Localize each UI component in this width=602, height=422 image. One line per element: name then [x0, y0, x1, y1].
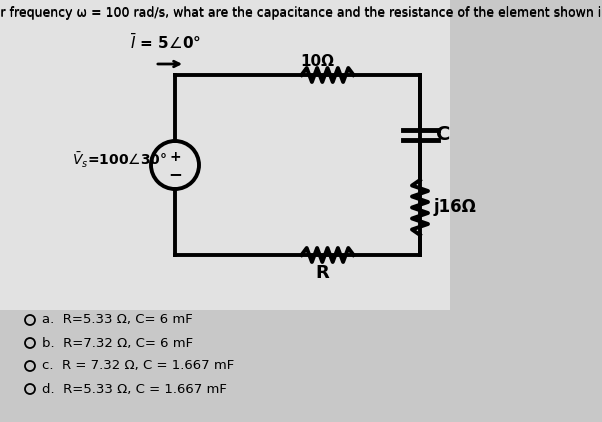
Text: c.  R = 7.32 Ω, C = 1.667 mF: c. R = 7.32 Ω, C = 1.667 mF	[42, 360, 234, 373]
Bar	[0, 0, 450, 310]
Text: $\bar{I}$ = 5$\angle$0°: $\bar{I}$ = 5$\angle$0°	[130, 33, 201, 52]
Text: j16Ω: j16Ω	[434, 198, 477, 216]
Text: −: −	[168, 165, 182, 183]
Text: 10Ω: 10Ω	[300, 54, 335, 68]
Text: a.  R=5.33 Ω, C= 6 mF: a. R=5.33 Ω, C= 6 mF	[42, 314, 193, 327]
Text: If the angular frequency ω = 100 rad/s, what are the capacitance and the resista: If the angular frequency ω = 100 rad/s, …	[0, 7, 602, 20]
Text: C: C	[436, 125, 450, 144]
Text: $\bar{V}_s$=100$\angle$30°: $\bar{V}_s$=100$\angle$30°	[72, 150, 167, 170]
Text: +: +	[169, 150, 181, 164]
Text: R: R	[315, 264, 329, 282]
Text: b.  R=7.32 Ω, C= 6 mF: b. R=7.32 Ω, C= 6 mF	[42, 336, 193, 349]
Text: If the angular frequency ω = 100 rad/s, what are the capacitance and the resista: If the angular frequency ω = 100 rad/s, …	[0, 6, 602, 19]
Text: d.  R=5.33 Ω, C = 1.667 mF: d. R=5.33 Ω, C = 1.667 mF	[42, 382, 227, 395]
